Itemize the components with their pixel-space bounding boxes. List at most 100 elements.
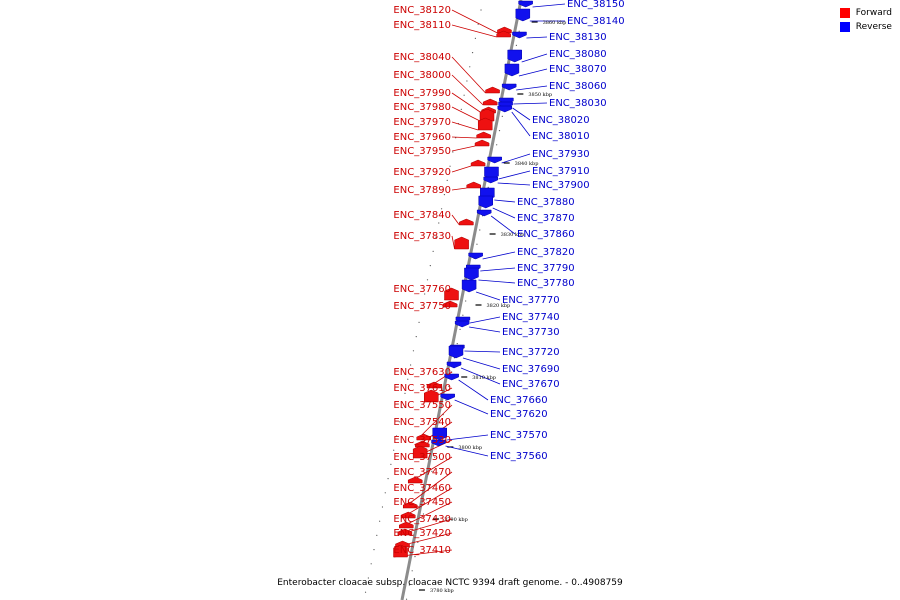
- feature-enc_37730[interactable]: [454, 320, 470, 328]
- feature-enc_37670[interactable]: [446, 361, 462, 369]
- feature-enc_37890[interactable]: [466, 181, 481, 189]
- feature-enc_37660[interactable]: [444, 373, 459, 381]
- label-enc_37970[interactable]: ENC_37970: [393, 117, 451, 128]
- label-enc_37980[interactable]: ENC_37980: [393, 102, 451, 113]
- feature-enc_37540[interactable]: [415, 440, 430, 448]
- feature-enc_37760[interactable]: [444, 287, 459, 301]
- label-enc_37660[interactable]: ENC_37660: [490, 395, 548, 406]
- label-enc_38040[interactable]: ENC_38040: [393, 52, 451, 63]
- label-enc_37410[interactable]: ENC_37410: [393, 545, 451, 556]
- label-enc_37460[interactable]: ENC_37460: [393, 483, 451, 494]
- feature-enc_38150[interactable]: [518, 0, 533, 8]
- label-enc_37950[interactable]: ENC_37950: [393, 146, 451, 157]
- feature-enc_37410[interactable]: [393, 544, 408, 558]
- feature-enc_37530[interactable]: [412, 445, 428, 459]
- label-enc_38060[interactable]: ENC_38060: [549, 81, 607, 92]
- label-enc_37690[interactable]: ENC_37690: [502, 364, 560, 375]
- feature-enc_37820[interactable]: [468, 252, 483, 260]
- label-enc_37470[interactable]: ENC_37470: [393, 467, 451, 478]
- label-enc_37550[interactable]: ENC_37550: [393, 400, 451, 411]
- feature-enc_37930[interactable]: [487, 156, 502, 164]
- label-enc_38110[interactable]: ENC_38110: [393, 20, 451, 31]
- label-enc_37540[interactable]: ENC_37540: [393, 417, 451, 428]
- label-enc_37620[interactable]: ENC_37620: [490, 409, 548, 420]
- feature-enc_37770[interactable]: [461, 279, 477, 293]
- feature-enc_37830[interactable]: [454, 236, 469, 250]
- feature-enc_37970[interactable]: [477, 117, 493, 131]
- feature-enc_37840[interactable]: [459, 218, 474, 226]
- label-enc_37760[interactable]: ENC_37760: [393, 284, 451, 295]
- label-enc_37740[interactable]: ENC_37740: [502, 312, 560, 323]
- label-enc_37830[interactable]: ENC_37830: [393, 231, 451, 242]
- label-enc_37960[interactable]: ENC_37960: [393, 132, 451, 143]
- feature-enc_37570[interactable]: [432, 427, 447, 441]
- label-enc_37430[interactable]: ENC_37430: [393, 514, 451, 525]
- feature-enc_37750[interactable]: [442, 300, 458, 308]
- feature-enc_38110[interactable]: [496, 30, 511, 38]
- feature-enc_38040[interactable]: [485, 86, 500, 94]
- label-enc_37560[interactable]: ENC_37560: [490, 451, 548, 462]
- feature-enc_37630[interactable]: [426, 381, 442, 389]
- feature-enc_37470[interactable]: [402, 501, 418, 509]
- feature-enc_37860[interactable]: [476, 209, 492, 217]
- label-enc_37500[interactable]: ENC_37500: [393, 452, 451, 463]
- label-enc_37820[interactable]: ENC_37820: [517, 247, 575, 258]
- label-enc_38000[interactable]: ENC_38000: [393, 70, 451, 81]
- label-enc_38020[interactable]: ENC_38020: [532, 115, 590, 126]
- feature-enc_38120[interactable]: [497, 26, 512, 34]
- label-enc_37900[interactable]: ENC_37900: [532, 180, 590, 191]
- label-enc_38030[interactable]: ENC_38030: [549, 98, 607, 109]
- label-enc_38120[interactable]: ENC_38120: [393, 5, 451, 16]
- feature-enc_37610[interactable]: [424, 389, 439, 403]
- feature-enc_37430[interactable]: [397, 528, 413, 536]
- label-enc_37890[interactable]: ENC_37890: [393, 185, 451, 196]
- label-enc_37570[interactable]: ENC_37570: [490, 430, 548, 441]
- feature-enc_37960[interactable]: [476, 131, 491, 139]
- feature-enc_38140[interactable]: [515, 8, 531, 22]
- label-enc_37870[interactable]: ENC_37870: [517, 213, 575, 224]
- feature-enc_38080[interactable]: [507, 49, 522, 63]
- label-enc_37450[interactable]: ENC_37450: [393, 497, 451, 508]
- feature-enc_37950[interactable]: [474, 139, 490, 147]
- feature-enc_38060[interactable]: [501, 83, 517, 91]
- label-enc_37730[interactable]: ENC_37730: [502, 327, 560, 338]
- label-enc_37530[interactable]: ENC_37530: [393, 435, 451, 446]
- feature-enc_38070[interactable]: [504, 63, 520, 77]
- label-enc_37790[interactable]: ENC_37790: [517, 263, 575, 274]
- label-enc_37670[interactable]: ENC_37670: [502, 379, 560, 390]
- label-enc_37780[interactable]: ENC_37780: [517, 278, 575, 289]
- label-enc_38070[interactable]: ENC_38070: [549, 64, 607, 75]
- label-enc_38150[interactable]: ENC_38150: [567, 0, 625, 10]
- label-enc_38010[interactable]: ENC_38010: [532, 131, 590, 142]
- feature-enc_37780[interactable]: [464, 267, 479, 281]
- label-enc_37910[interactable]: ENC_37910: [532, 166, 590, 177]
- feature-enc_38130[interactable]: [512, 31, 527, 39]
- feature-enc_37450[interactable]: [399, 521, 414, 529]
- feature-enc_37870[interactable]: [478, 195, 493, 209]
- feature-enc_38010[interactable]: [497, 105, 513, 113]
- label-enc_38080[interactable]: ENC_38080: [549, 49, 607, 60]
- label-enc_37770[interactable]: ENC_37770: [502, 295, 560, 306]
- feature-enc_37550[interactable]: [416, 433, 431, 441]
- feature-enc_37900[interactable]: [483, 176, 498, 184]
- label-enc_37840[interactable]: ENC_37840: [393, 210, 451, 221]
- label-enc_37420[interactable]: ENC_37420: [393, 528, 451, 539]
- feature-enc_37500[interactable]: [407, 476, 423, 484]
- label-enc_37860[interactable]: ENC_37860: [517, 229, 575, 240]
- label-enc_37930[interactable]: ENC_37930: [532, 149, 590, 160]
- label-enc_38140[interactable]: ENC_38140: [567, 16, 625, 27]
- feature-enc_38000[interactable]: [482, 98, 498, 106]
- label-enc_38130[interactable]: ENC_38130: [549, 32, 607, 43]
- feature-enc_37620[interactable]: [440, 393, 455, 401]
- feature-enc_37920[interactable]: [470, 159, 486, 167]
- feature-enc_37560[interactable]: [431, 439, 446, 447]
- label-enc_37610[interactable]: ENC_37610: [393, 383, 451, 394]
- label-enc_37880[interactable]: ENC_37880: [517, 197, 575, 208]
- label-enc_37750[interactable]: ENC_37750: [393, 301, 451, 312]
- feature-enc_37690[interactable]: [448, 345, 464, 359]
- label-enc_37720[interactable]: ENC_37720: [502, 347, 560, 358]
- feature-enc_37460[interactable]: [401, 511, 416, 519]
- label-enc_37990[interactable]: ENC_37990: [393, 88, 451, 99]
- label-enc_37630[interactable]: ENC_37630: [393, 367, 451, 378]
- label-enc_37920[interactable]: ENC_37920: [393, 167, 451, 178]
